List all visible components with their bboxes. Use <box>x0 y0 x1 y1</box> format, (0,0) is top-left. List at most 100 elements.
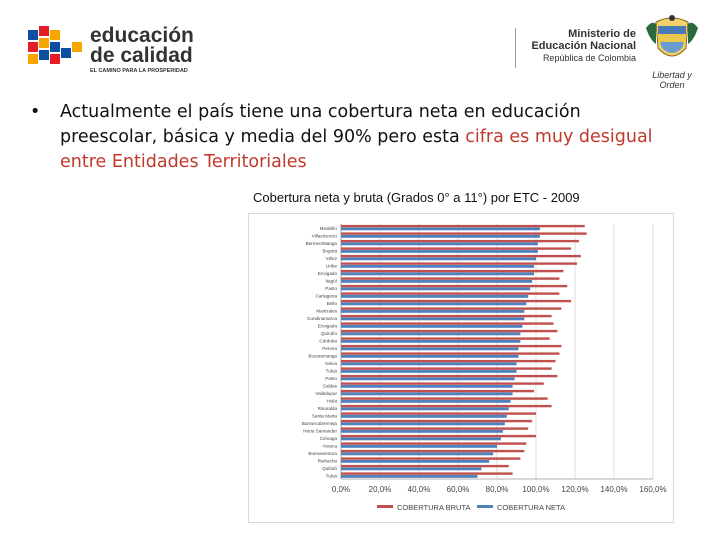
x-tick-label: 20,0% <box>369 485 392 494</box>
bar-neta <box>341 234 540 238</box>
bar-bruta <box>341 382 544 385</box>
category-label: Valledupar <box>315 391 337 396</box>
category-label: Manizales <box>316 309 337 314</box>
bar-bruta <box>341 329 558 333</box>
bar-neta <box>341 347 519 351</box>
category-label: Tuluá <box>326 369 338 374</box>
bar-bruta <box>341 344 562 348</box>
bar-bruta <box>341 299 572 303</box>
bullet-point: • Actualmente el país tiene una cobertur… <box>30 100 670 175</box>
bar-bruta <box>341 307 562 310</box>
chart-frame: 0,0% 20,0% 40,0% 60,0% 80,0% 100,0% 120,0% 140,… <box>248 213 674 523</box>
category-label: Pasto <box>325 376 337 381</box>
category-label: Envigado <box>318 324 338 329</box>
ministry-line1: Ministerio de <box>568 28 636 40</box>
bar-bruta <box>341 434 536 438</box>
category-label: Norte Santander <box>303 429 337 434</box>
bar-bruta <box>341 367 552 370</box>
bar-bruta <box>341 442 527 445</box>
x-tick-label: 160,0% <box>639 485 666 494</box>
bar-bruta <box>341 404 552 408</box>
bar-bruta <box>341 322 554 325</box>
category-label: Huila <box>327 399 338 404</box>
category-label: Cartagena <box>316 294 338 299</box>
legend-label: COBERTURA BRUTA <box>397 503 470 512</box>
category-label: Ciénaga <box>320 436 338 441</box>
legend-swatch <box>377 505 393 508</box>
bar-neta <box>341 317 525 321</box>
logo-tagline: EL CAMINO PARA LA PROSPERIDAD <box>90 68 188 74</box>
category-label: Neiva <box>325 361 337 366</box>
category-label: Risaralda <box>318 406 338 411</box>
coat-of-arms-icon <box>642 14 702 84</box>
bar-bruta <box>341 284 568 288</box>
bar-neta <box>341 287 531 291</box>
category-label: Bermeo/Manga <box>306 241 338 246</box>
bar-bruta <box>341 292 560 295</box>
bar-bruta <box>341 337 550 340</box>
bar-neta <box>341 437 501 441</box>
bar-bruta <box>341 232 587 235</box>
legend-swatch <box>477 505 493 508</box>
bar-neta <box>341 384 513 388</box>
bar-neta <box>341 332 521 336</box>
coverage-bar-chart: 0,0% 20,0% 40,0% 60,0% 80,0% 100,0% 120,0% 140,… <box>302 224 667 512</box>
bar-neta <box>341 377 515 381</box>
bar-neta <box>341 407 509 411</box>
category-label: Villavicencio <box>312 234 338 239</box>
bar-neta <box>341 309 525 313</box>
bar-neta <box>341 467 482 471</box>
category-label: Envigado <box>318 271 338 276</box>
category-label: Arauca <box>322 444 337 449</box>
category-label: Santa Marta <box>312 414 337 419</box>
bar-bruta <box>341 449 525 453</box>
category-label: Barrancabermeja <box>302 421 338 426</box>
bar-neta <box>341 264 535 268</box>
category-label: Bello <box>327 301 338 306</box>
category-label: Riohacha <box>318 459 338 464</box>
bar-neta <box>341 474 478 478</box>
bar-bruta <box>341 239 579 243</box>
bar-bruta <box>341 464 509 468</box>
bar-bruta <box>341 269 564 273</box>
bar-bruta <box>341 457 521 460</box>
bar-neta <box>341 302 527 306</box>
bar-neta <box>341 339 521 343</box>
bar-neta <box>341 324 523 328</box>
bar-neta <box>341 354 519 358</box>
x-tick-label: 60,0% <box>447 485 470 494</box>
logo-line2: de calidad <box>90 44 193 67</box>
bar-neta <box>341 444 497 448</box>
x-tick-label: 140,0% <box>600 485 627 494</box>
bar-neta <box>341 452 494 456</box>
category-label: Pasto <box>325 286 337 291</box>
bar-neta <box>341 227 540 231</box>
bar-bruta <box>341 247 572 250</box>
bar-neta <box>341 429 503 433</box>
ministry-block: Ministerio de Educación Nacional Repúbli… <box>516 28 636 64</box>
bar-bruta <box>341 314 552 318</box>
bar-bruta <box>341 374 558 378</box>
bar-bruta <box>341 389 535 393</box>
bar-neta <box>341 369 517 373</box>
bar-neta <box>341 242 538 246</box>
bar-bruta <box>341 254 581 258</box>
bar-neta <box>341 422 505 426</box>
category-label: Medellín <box>320 226 338 231</box>
ministry-line2: Educación Nacional <box>531 40 636 52</box>
x-tick-label: 80,0% <box>486 485 509 494</box>
motto-text: Libertad y Orden <box>652 70 692 90</box>
bar-bruta <box>341 277 560 280</box>
bar-bruta <box>341 412 536 415</box>
x-tick-label: 100,0% <box>522 485 549 494</box>
bar-neta <box>341 257 536 261</box>
bullet-icon: • <box>30 102 41 122</box>
bar-bruta <box>341 419 533 423</box>
bullet-text: Actualmente el país tiene una cobertura … <box>60 100 670 175</box>
bar-neta <box>341 272 535 276</box>
bullet-text-highlight: cifra es muy desigual entre Entidades Te… <box>60 127 653 172</box>
category-label: Bogotá <box>322 249 337 254</box>
header-divider <box>515 28 516 68</box>
x-tick-label: 40,0% <box>408 485 431 494</box>
bar-neta <box>341 459 490 463</box>
